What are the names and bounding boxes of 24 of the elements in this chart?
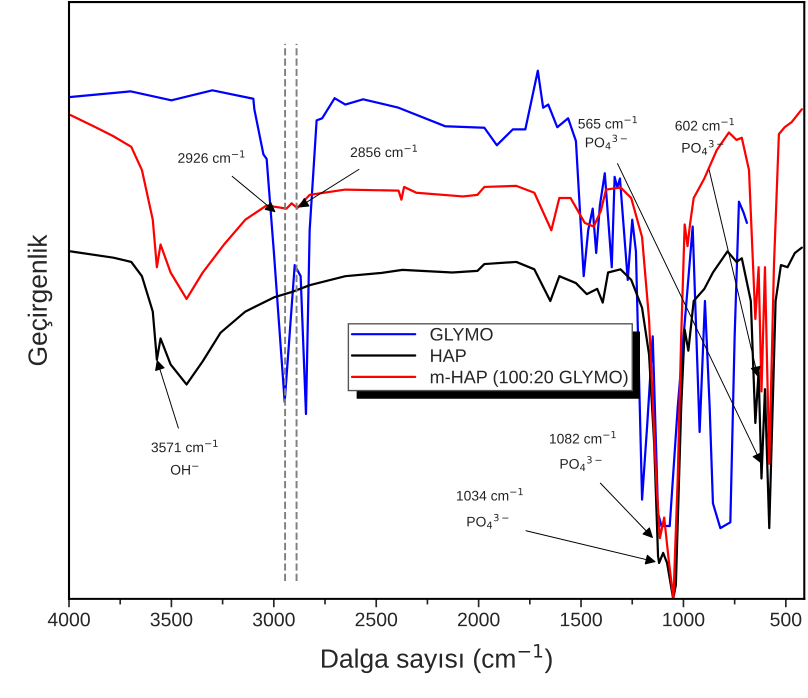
- annotation: 2856 cm$^{−1}$: [350, 144, 417, 158]
- x-tick-label: 2000: [458, 612, 500, 626]
- x-tick-label: 3000: [252, 612, 295, 626]
- x-tick-label: 1000: [663, 612, 704, 626]
- x-tick-label: 1500: [560, 612, 602, 626]
- x-tick-label: 500: [770, 612, 802, 626]
- legend-label: m-HAP (100:20 GLYMO): [430, 370, 628, 387]
- annotation: 2926 cm$^{−1}$: [178, 150, 244, 163]
- y-axis-title: Geçirgenlik: [28, 234, 52, 366]
- annotation: PO$_{4}$$^{3−}$: [586, 134, 627, 150]
- annotation: 3571 cm$^{−1}$: [151, 440, 218, 452]
- legend-label: GLYMO: [430, 328, 493, 341]
- annotation: 1034 cm$^{−1}$: [456, 488, 523, 501]
- annotation: PO$_{4}$$^{3−}$: [560, 456, 602, 471]
- annotation: 565 cm$^{−1}$: [578, 116, 637, 129]
- annotation: OH$^{−}$: [170, 464, 198, 475]
- x-tick-label: 4000: [48, 612, 90, 626]
- annotation: 1082 cm$^{−1}$: [550, 431, 616, 444]
- annotation: PO$_{4}$$^{3−}$: [467, 514, 508, 529]
- x-tick-label: 3500: [150, 612, 192, 626]
- legend-label: HAP: [431, 349, 466, 362]
- x-tick-label: 2500: [356, 612, 398, 626]
- x-axis-title: Dalga sayısı (cm$^{−1}$): [322, 644, 552, 674]
- annotation: 602 cm$^{−1}$: [675, 118, 734, 131]
